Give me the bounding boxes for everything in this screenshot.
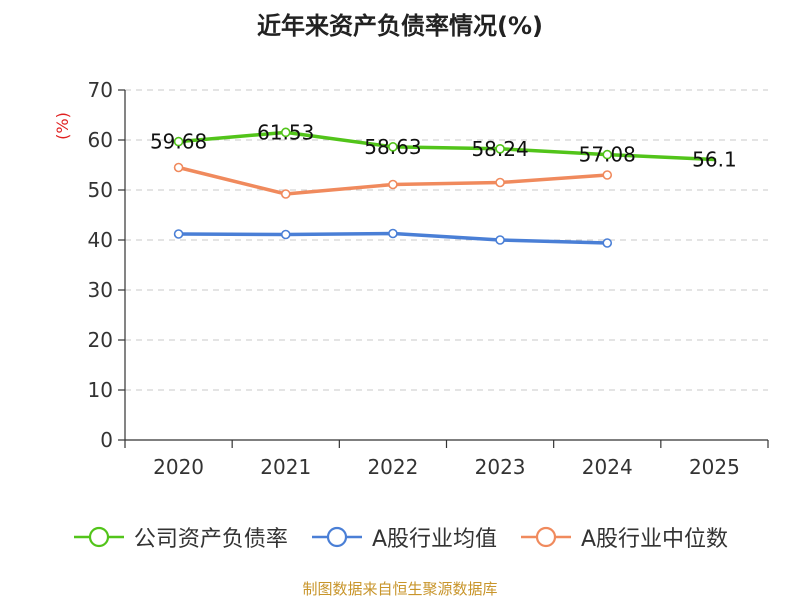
data-label: 59.68 [150,130,207,154]
data-label: 57.08 [579,143,636,167]
legend-item: 公司资产负债率 [72,521,288,553]
legend-marker-icon [521,526,571,548]
y-tick-label: 30 [88,278,113,302]
y-tick-label: 20 [88,328,113,352]
legend-marker-icon [73,526,124,548]
data-point [173,136,184,147]
y-axis-unit: (%) [53,112,72,140]
data-point [173,162,184,173]
series-group [173,127,717,248]
data-point [388,142,398,152]
data-label: 58.24 [471,137,528,161]
legend-item: A股行业均值 [310,521,497,553]
data-point [388,228,398,239]
legend-circle [535,526,557,548]
x-tick-label: 2023 [475,455,526,479]
data-labels: 59.68 61.53 58.63 58.24 57.08 56.1 [150,120,737,171]
data-point [602,238,613,248]
x-tick-label: 2022 [367,455,418,479]
legend-item: A股行业中位数 [519,521,728,553]
y-ticks: 0 10 20 30 40 50 60 70 [88,78,125,452]
legend-marker-icon [311,526,362,548]
y-tick-label: 70 [88,78,113,102]
x-tick-label: 2021 [260,455,311,479]
data-point [495,177,505,188]
data-point [173,229,184,239]
data-point [495,144,505,154]
data-point [388,179,398,190]
y-tick-label: 10 [88,378,113,402]
legend-label: A股行业中位数 [581,527,729,552]
y-tick-label: 50 [88,178,113,202]
data-point [495,235,505,245]
chart-title: 近年来资产负债率情况(%) [257,12,543,40]
legend-label: A股行业均值 [371,527,497,552]
data-point [602,149,613,160]
axes [124,90,768,441]
data-label: 56.1 [692,148,737,172]
y-tick-label: 40 [88,228,113,252]
series-line [176,130,717,162]
x-tick-label: 2025 [689,455,740,479]
x-ticks: 2020 2021 2022 2023 2024 2025 [124,440,769,479]
source-footer: 制图数据来自恒生聚源数据库 [302,580,498,598]
grid-lines [125,89,768,391]
x-tick-label: 2024 [582,455,633,479]
data-point [280,189,291,199]
data-label: 61.53 [257,120,314,144]
legend-label: 公司资产负债率 [133,527,288,552]
data-point [280,229,291,240]
x-tick-label: 2020 [153,455,204,479]
data-point [280,127,291,138]
data-point [602,170,613,180]
legend-circle [326,526,348,548]
y-tick-label: 0 [100,428,113,452]
y-tick-label: 60 [88,128,113,152]
legend: 公司资产负债率 A股行业均值 A股行业中位数 [0,520,800,554]
legend-circle [88,526,110,548]
data-label: 58.63 [364,135,421,159]
